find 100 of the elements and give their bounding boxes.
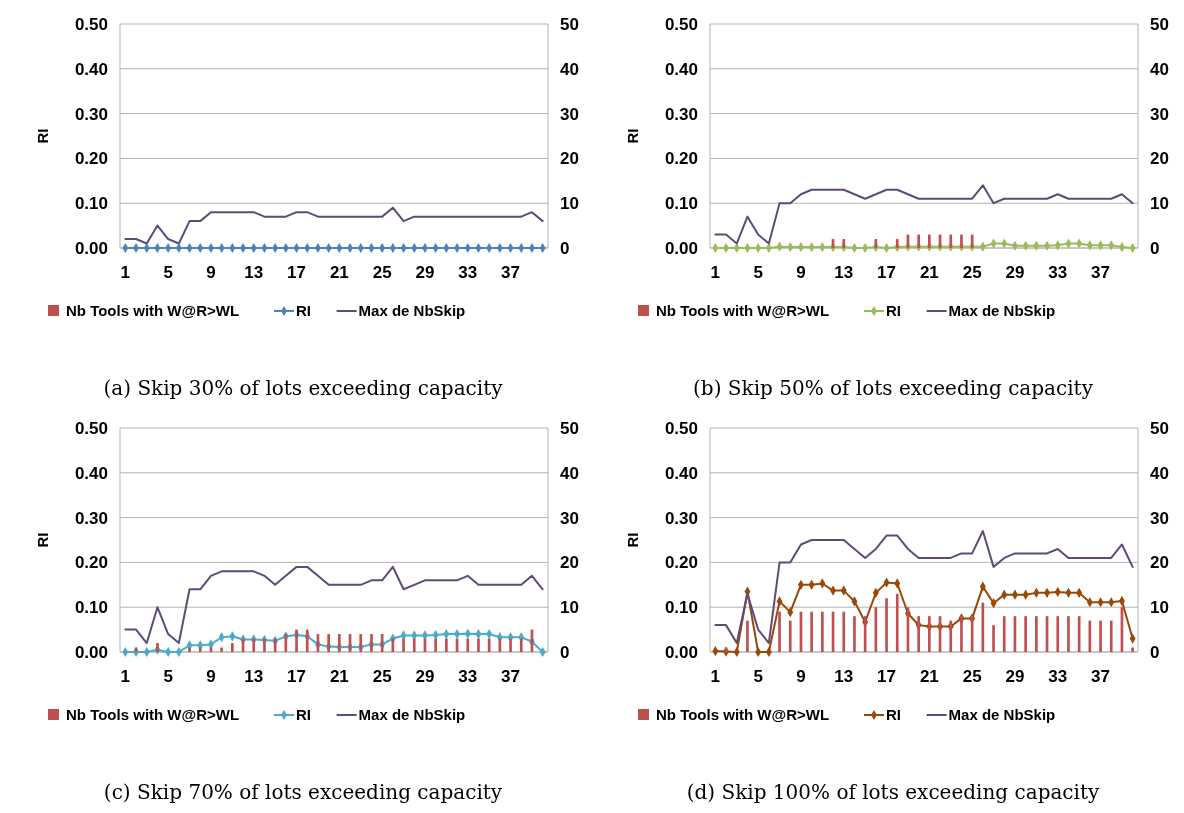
- legend-label: Max de NbSkip: [358, 706, 466, 723]
- x-tick-label: 17: [877, 263, 897, 282]
- y-tick-label: 0.50: [74, 15, 108, 34]
- x-tick-label: 21: [329, 667, 349, 686]
- y-tick-label: 0.20: [664, 149, 698, 169]
- legend-label: RI: [296, 706, 311, 723]
- y-tick-label: 0.50: [664, 15, 698, 34]
- legend-label: Max de NbSkip: [948, 302, 1056, 319]
- y-tick-label: 0.40: [74, 59, 108, 79]
- y2-tick-label: 20: [1150, 553, 1169, 573]
- x-tick-label: 33: [1048, 667, 1068, 686]
- y2-tick-label: 0: [1150, 643, 1160, 662]
- y2-tick-label: 50: [560, 419, 579, 438]
- y-tick-label: 0.00: [664, 643, 698, 662]
- x-tick-label: 37: [1091, 667, 1111, 686]
- y2-tick-label: 40: [560, 463, 579, 483]
- x-tick-label: 13: [244, 263, 264, 282]
- x-tick-label: 21: [919, 263, 939, 282]
- legend-label: RI: [886, 706, 901, 723]
- y-tick-label: 0.00: [74, 643, 108, 662]
- y2-tick-label: 10: [560, 194, 579, 214]
- text: (b) Skip 50% of lots exceeding capacity: [693, 376, 1094, 400]
- y2-tick-label: 50: [1150, 15, 1169, 34]
- x-tick-label: 1: [710, 667, 721, 686]
- text: (c) Skip 70% of lots exceeding capacity: [103, 780, 503, 804]
- y2-tick-label: 20: [1150, 149, 1169, 169]
- x-tick-label: 1: [710, 263, 721, 282]
- y2-tick-label: 0: [560, 239, 570, 258]
- x-tick-label: 25: [372, 667, 392, 686]
- y2-tick-label: 20: [560, 149, 579, 169]
- x-tick-label: 5: [163, 263, 173, 282]
- y2-tick-label: 10: [560, 598, 579, 618]
- y-axis-title: RI: [624, 128, 641, 144]
- legend-label: Nb Tools with W@R>WL: [656, 302, 830, 319]
- legend-label: Max de NbSkip: [358, 302, 466, 319]
- text: (a) Skip 30% of lots exceeding capacity: [103, 376, 504, 400]
- legend-label: Nb Tools with W@R>WL: [66, 302, 240, 319]
- y-tick-label: 0.20: [664, 553, 698, 573]
- y2-tick-label: 40: [1150, 463, 1169, 483]
- y-tick-label: 0.30: [74, 508, 108, 528]
- y-axis-title: RI: [624, 532, 641, 548]
- legend-label: Nb Tools with W@R>WL: [656, 706, 830, 723]
- x-tick-label: 37: [1091, 263, 1111, 282]
- x-tick-label: 1: [120, 263, 131, 282]
- x-tick-label: 21: [329, 263, 349, 282]
- y-tick-label: 0.20: [74, 149, 108, 169]
- legend-label: Max de NbSkip: [948, 706, 1056, 723]
- legend-label: RI: [296, 302, 311, 319]
- y2-tick-label: 50: [1150, 419, 1169, 438]
- text: (d) Skip 100% of lots exceeding capacity: [686, 780, 1100, 804]
- y2-tick-label: 50: [560, 15, 579, 34]
- y2-tick-label: 0: [560, 643, 570, 662]
- y-tick-label: 0.50: [664, 419, 698, 438]
- x-tick-label: 13: [244, 667, 264, 686]
- x-tick-label: 5: [753, 263, 763, 282]
- x-tick-label: 29: [415, 263, 435, 282]
- y2-tick-label: 10: [1150, 598, 1169, 618]
- legend-label: RI: [886, 302, 901, 319]
- x-tick-label: 21: [919, 667, 939, 686]
- x-tick-label: 17: [287, 667, 307, 686]
- y-tick-label: 0.10: [664, 598, 698, 618]
- y2-tick-label: 30: [1150, 104, 1169, 124]
- x-tick-label: 29: [415, 667, 435, 686]
- x-tick-label: 5: [753, 667, 763, 686]
- x-tick-label: 13: [834, 667, 854, 686]
- x-tick-label: 17: [877, 667, 897, 686]
- y-tick-label: 0.30: [664, 104, 698, 124]
- y-tick-label: 0.20: [74, 553, 108, 573]
- y-tick-label: 0.40: [74, 463, 108, 483]
- y2-tick-label: 30: [560, 104, 579, 124]
- y-tick-label: 0.30: [664, 508, 698, 528]
- y-axis-title: RI: [34, 532, 51, 548]
- y-tick-label: 0.10: [74, 194, 108, 214]
- y-tick-label: 0.30: [74, 104, 108, 124]
- x-tick-label: 25: [962, 263, 982, 282]
- y2-tick-label: 30: [1150, 508, 1169, 528]
- x-tick-label: 29: [1005, 263, 1025, 282]
- y2-tick-label: 20: [560, 553, 579, 573]
- x-tick-label: 9: [796, 667, 806, 686]
- x-tick-label: 9: [206, 263, 216, 282]
- y-tick-label: 0.00: [74, 239, 108, 258]
- y-tick-label: 0.10: [74, 598, 108, 618]
- x-tick-label: 33: [458, 263, 478, 282]
- y-tick-label: 0.40: [664, 59, 698, 79]
- x-tick-label: 17: [287, 263, 307, 282]
- y2-tick-label: 30: [560, 508, 579, 528]
- x-tick-label: 33: [458, 667, 478, 686]
- y2-tick-label: 10: [1150, 194, 1169, 214]
- y-tick-label: 0.00: [664, 239, 698, 258]
- x-tick-label: 9: [206, 667, 216, 686]
- x-tick-label: 5: [163, 667, 173, 686]
- legend-label: Nb Tools with W@R>WL: [66, 706, 240, 723]
- x-tick-label: 37: [501, 667, 521, 686]
- y-tick-label: 0.50: [74, 419, 108, 438]
- x-tick-label: 13: [834, 263, 854, 282]
- y2-tick-label: 40: [1150, 59, 1169, 79]
- y-axis-title: RI: [34, 128, 51, 144]
- x-tick-label: 25: [372, 263, 392, 282]
- x-tick-label: 33: [1048, 263, 1068, 282]
- x-tick-label: 1: [120, 667, 131, 686]
